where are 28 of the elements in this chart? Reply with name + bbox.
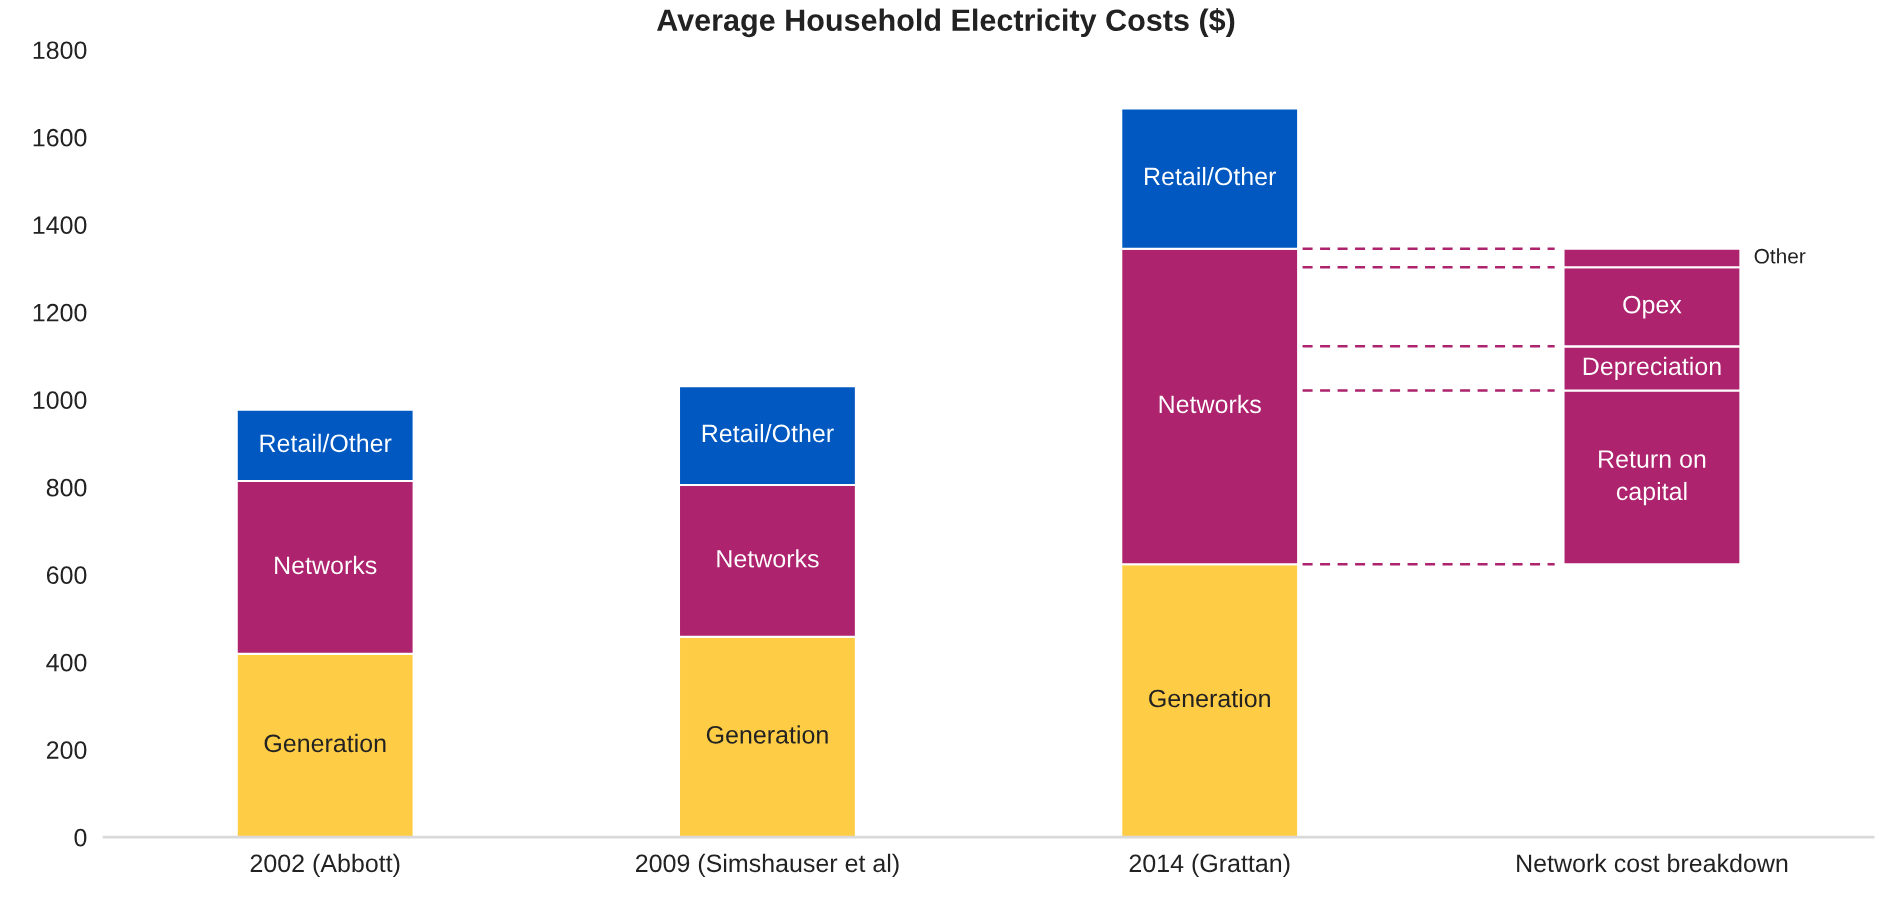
- x-tick-label: 2014 (Grattan): [1129, 853, 1290, 878]
- series-label: Depreciation: [1583, 356, 1721, 381]
- text: Generation: [706, 725, 828, 744]
- y-tick-label: 1400: [33, 216, 87, 235]
- chart-title: Average Household Electricity Costs ($): [656, 8, 1235, 38]
- x-tick-label: 2002 (Abbott): [250, 853, 400, 878]
- y-tick-label: 1600: [33, 128, 87, 147]
- text: Generation: [264, 733, 386, 753]
- y-tick-label: 400: [46, 653, 87, 672]
- y-tick-label: 0: [74, 828, 87, 847]
- series-label: Retail/Other: [260, 433, 392, 453]
- y-tick-label: 1200: [33, 303, 87, 322]
- x-tick-label: Network cost breakdown: [1517, 853, 1788, 873]
- text: Networks: [275, 555, 377, 575]
- series-label: Generation: [1149, 689, 1270, 708]
- y-tick-label: 800: [46, 478, 87, 497]
- text: Networks: [1159, 394, 1261, 414]
- series-label: Other: [1754, 248, 1806, 264]
- y-tick-label: 1000: [33, 391, 87, 410]
- series-label: Networks: [717, 549, 819, 568]
- x-tick-label: 2009 (Simshauser et al): [636, 853, 899, 878]
- y-tick-label: 600: [46, 566, 87, 584]
- y-tick-label: 200: [46, 741, 87, 759]
- text: Retail/Other: [1145, 166, 1276, 186]
- y-tick-label: 1800: [33, 41, 87, 60]
- series-label: Return on capital: [1599, 450, 1706, 506]
- series-label: Opex: [1623, 295, 1682, 319]
- text: Retail/Other: [702, 423, 834, 443]
